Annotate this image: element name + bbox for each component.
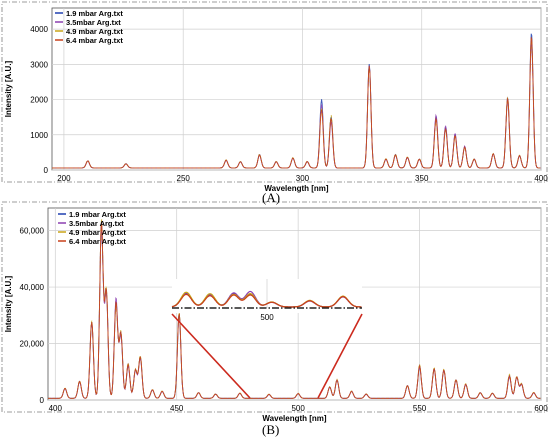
- panel-b-legend-label: 3.5mbar Arg.txt: [69, 219, 124, 228]
- panel-a-legend-label: 3.5mbar Arg.txt: [66, 18, 121, 27]
- panel-a-x-tick-label: 350: [415, 174, 429, 183]
- panel-a-x-tick-label: 250: [177, 174, 191, 183]
- inset-callout-line: [171, 313, 251, 399]
- panel-a-legend-label: 6.4 mbar Arg.txt: [66, 36, 123, 45]
- panel-b-legend-label: 1.9 mbar Arg.txt: [69, 210, 126, 219]
- panel-a-y-tick-label: 1000: [30, 131, 48, 140]
- panel-b-y-tick-label: 0: [40, 396, 45, 405]
- inset-x-tick-label: 500: [260, 313, 274, 322]
- panel-a-legend-label: 4.9 mbar Arg.txt: [66, 27, 123, 36]
- panel-a-x-tick-label: 200: [57, 174, 71, 183]
- panel-a-y-tick-label: 0: [44, 166, 49, 175]
- panel-b-legend-label: 6.4 mbar Arg.txt: [69, 237, 126, 246]
- panel-b-y-tick-label: 40,000: [20, 283, 45, 292]
- panel-b-x-axis-label: Wavelength [nm]: [262, 414, 326, 423]
- panel-b-x-tick-label: 550: [413, 404, 427, 413]
- panel-b-series-line: [48, 221, 541, 399]
- panel-b-x-tick-label: 450: [170, 404, 184, 413]
- inset-callout-line: [317, 313, 363, 399]
- panel-b-label: (B): [262, 422, 280, 437]
- panel-b-x-tick-label: 500: [291, 404, 305, 413]
- panel-b-x-tick-label: 400: [49, 404, 63, 413]
- panel-a-y-axis-label: Intensity [A.U.]: [4, 60, 13, 117]
- panel-b-y-tick-label: 20,000: [20, 340, 45, 349]
- panel-a-x-tick-label: 400: [534, 174, 548, 183]
- panel-a-y-tick-label: 3000: [30, 60, 48, 69]
- panel-b-figure-frame: [1, 201, 548, 413]
- panel-b-y-axis-label: Intensity [A.U.]: [4, 275, 13, 332]
- panel-a-legend-label: 1.9 mbar Arg.txt: [66, 9, 123, 18]
- inset-series-line: [171, 293, 362, 308]
- panel-b-x-tick-label: 600: [534, 404, 548, 413]
- panel-a-label: (A): [262, 190, 281, 205]
- panel-a-chart: 200 250 300 350 40001000200030004000Waveleng…: [1, 1, 548, 193]
- panel-a-y-tick-label: 2000: [30, 96, 48, 105]
- panel-b-legend-label: 4.9 mbar Arg.txt: [69, 228, 126, 237]
- panel-a-x-tick-label: 300: [296, 174, 310, 183]
- panel-a-series-line: [52, 37, 541, 169]
- panel-a-x-axis-label: Wavelength [nm]: [264, 184, 328, 193]
- panel-a-y-tick-label: 4000: [30, 25, 48, 34]
- panel-a-figure-frame: [1, 1, 548, 183]
- panel-b-y-tick-label: 60,000: [20, 227, 45, 236]
- panel-a-plot-area: [51, 7, 542, 171]
- panel-b-chart: 400 450 500 550 600 0 20,000 40,000 60,000 Wavele…: [1, 201, 548, 423]
